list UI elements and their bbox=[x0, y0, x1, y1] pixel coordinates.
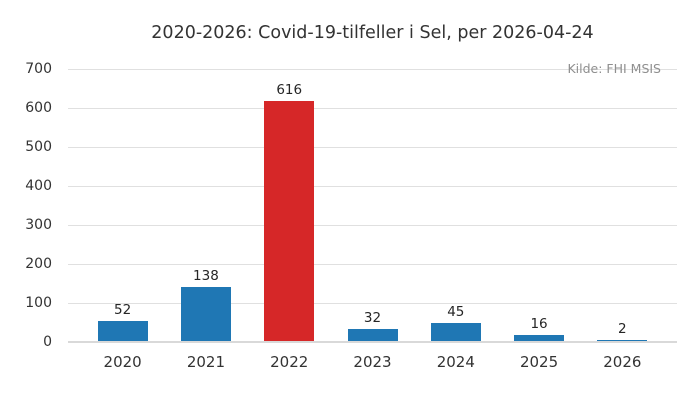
bar-value-2023: 32 bbox=[363, 310, 382, 326]
x-tick-label-2021: 2021 bbox=[186, 353, 226, 371]
bar-2020 bbox=[97, 321, 148, 341]
x-axis-baseline bbox=[68, 341, 677, 343]
gridline-300 bbox=[68, 224, 677, 226]
chart-title: 2020-2026: Covid-19-tilfeller i Sel, per… bbox=[151, 23, 594, 43]
x-tick-label-2026: 2026 bbox=[603, 353, 642, 371]
gridline-200 bbox=[68, 263, 677, 265]
bar-2026 bbox=[597, 340, 648, 341]
y-tick-label-0: 0 bbox=[43, 334, 52, 350]
bar-2021 bbox=[180, 287, 231, 341]
bar-value-2024: 45 bbox=[447, 304, 465, 320]
y-tick-label-600: 600 bbox=[25, 100, 52, 116]
x-tick-label-2023: 2023 bbox=[353, 353, 392, 371]
bar-2022 bbox=[264, 101, 315, 341]
source-note: Kilde: FHI MSIS bbox=[567, 61, 661, 76]
bar-value-2020: 52 bbox=[114, 302, 132, 318]
bar-2025 bbox=[514, 335, 565, 341]
y-tick-label-200: 200 bbox=[25, 256, 52, 272]
gridline-400 bbox=[68, 185, 677, 187]
bar-value-2026: 2 bbox=[618, 321, 627, 337]
bar-2024 bbox=[430, 323, 481, 341]
y-tick-label-500: 500 bbox=[25, 139, 52, 155]
x-tick-label-2025: 2025 bbox=[519, 353, 559, 371]
y-tick-label-300: 300 bbox=[25, 217, 52, 233]
bar-value-2022: 616 bbox=[276, 82, 303, 98]
y-tick-label-100: 100 bbox=[25, 295, 52, 311]
x-tick-label-2022: 2022 bbox=[270, 353, 309, 371]
bar-value-2025: 16 bbox=[530, 316, 548, 332]
gridline-700 bbox=[68, 68, 677, 70]
gridline-500 bbox=[68, 146, 677, 148]
bar-2023 bbox=[347, 329, 398, 341]
gridline-600 bbox=[68, 107, 677, 109]
y-tick-label-700: 700 bbox=[25, 61, 52, 77]
bar-value-2021: 138 bbox=[193, 268, 219, 284]
x-tick-label-2024: 2024 bbox=[436, 353, 475, 371]
y-tick-label-400: 400 bbox=[25, 178, 52, 194]
gridline-100 bbox=[68, 302, 677, 304]
x-tick-label-2020: 2020 bbox=[103, 353, 142, 371]
